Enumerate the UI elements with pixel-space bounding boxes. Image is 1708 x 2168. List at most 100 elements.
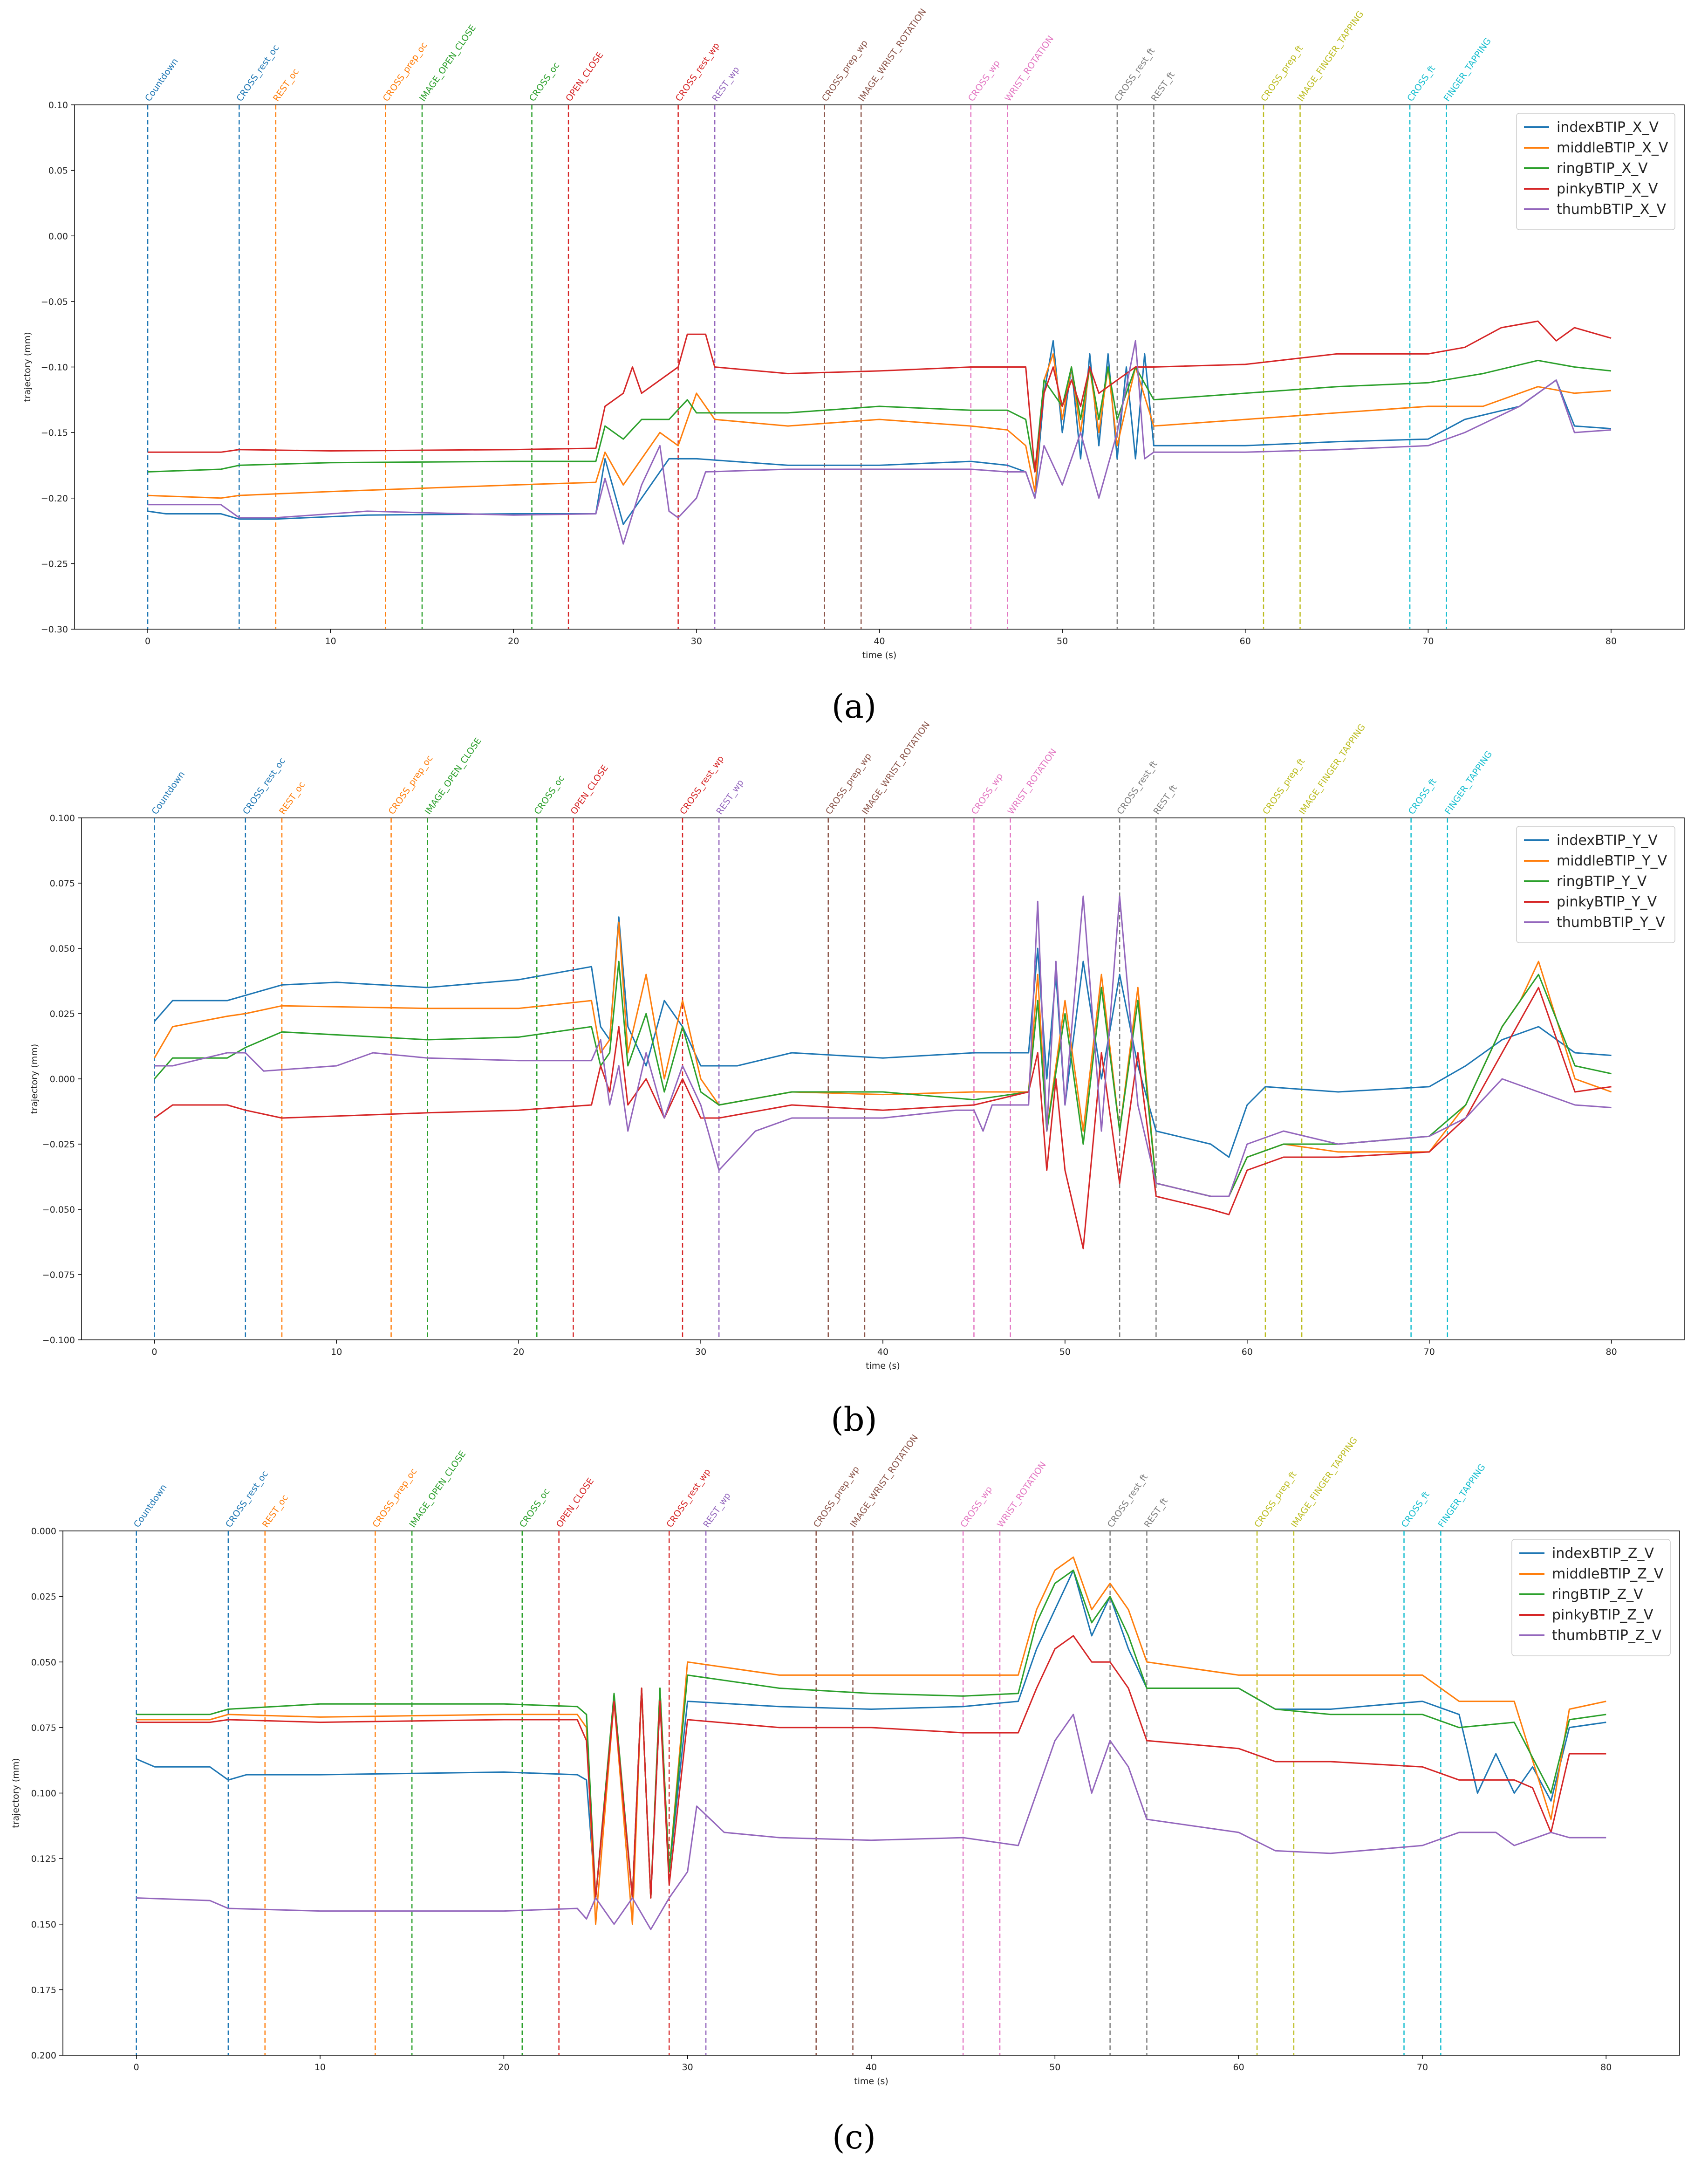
y-tick-label: −0.25 [41,559,68,569]
series-line-ringBTIP_Z_V [136,1569,1606,1899]
y-tick-label: 0.05 [48,166,68,176]
x-tick-label: 50 [1049,2062,1060,2072]
y-tick-label: 0.050 [50,944,75,954]
event-marker-label: REST_oc [260,1493,290,1530]
event-marker-label: REST_wp [710,65,741,103]
event-marker-label: Countdown [132,1482,169,1530]
y-tick-label: 0.075 [31,1723,56,1733]
event-marker-label: IMAGE_OPEN_CLOSE [407,1449,468,1530]
series-line-middleBTIP_X_V [147,353,1612,499]
y-tick-label: 0.175 [31,1985,56,1995]
legend-entry: middleBTIP_Y_V [1557,853,1667,869]
x-tick-label: 10 [314,2062,326,2072]
y-tick-label: 0.050 [31,1657,56,1667]
y-tick-label: −0.30 [41,624,68,635]
y-tick-label: −0.05 [41,297,68,307]
series-line-pinkyBTIP_Z_V [136,1635,1606,1899]
y-axis-label: trajectory (mm) [29,1044,40,1114]
series-line-ringBTIP_Y_V [154,961,1612,1197]
legend-entry: thumbBTIP_Z_V [1552,1627,1661,1644]
legend-entry: ringBTIP_Z_V [1552,1586,1643,1603]
event-marker-label: REST_wp [701,1491,732,1530]
legend-box [1511,1539,1671,1656]
x-axis-label: time (s) [854,2076,888,2086]
y-tick-label: 0.100 [31,1789,56,1799]
series-line-ringBTIP_X_V [147,359,1612,473]
series-line-indexBTIP_Z_V [136,1569,1606,1899]
y-tick-label: 0.125 [31,1854,56,1864]
x-tick-label: 80 [1606,1347,1617,1357]
x-tick-label: 60 [1242,1347,1253,1357]
event-marker-label: IMAGE_FINGER_TAPPING [1289,1435,1360,1529]
event-marker-label: CROSS_wp [966,58,1002,103]
y-tick-label: 0.100 [50,813,75,823]
x-tick-label: 50 [1059,1347,1071,1357]
y-tick-label: 0.000 [50,1074,75,1084]
event-marker-label: CROSS_ft [1405,63,1437,103]
y-axis-label: trajectory (mm) [22,332,33,402]
y-tick-label: 0.025 [50,1009,75,1019]
event-marker-label: IMAGE_FINGER_TAPPING [1297,722,1367,816]
event-marker-label: OPEN_CLOSE [569,763,610,816]
legend-entry: middleBTIP_Z_V [1552,1566,1664,1582]
x-tick-label: 20 [513,1347,524,1357]
x-tick-label: 0 [134,2062,139,2072]
event-marker-label: CROSS_ft [1407,776,1439,816]
x-tick-label: 70 [1424,1347,1435,1357]
x-tick-label: 0 [151,1347,157,1357]
event-marker-label: Countdown [150,769,187,816]
x-tick-label: 30 [682,2062,693,2072]
series-line-middleBTIP_Z_V [136,1556,1606,1925]
x-tick-label: 60 [1240,636,1251,646]
event-marker-label: IMAGE_OPEN_CLOSE [417,23,478,103]
event-marker-label: OPEN_CLOSE [554,1476,596,1529]
x-tick-label: 40 [866,2062,877,2072]
x-tick-label: 30 [691,636,702,646]
event-marker-label: WRIST_ROTATION [1003,34,1056,103]
series-line-pinkyBTIP_X_V [148,320,1612,473]
event-marker-label: CROSS_ft [1400,1489,1432,1529]
series-line-thumbBTIP_Z_V [136,1714,1606,1930]
event-marker-label: IMAGE_WRIST_ROTATION [860,720,932,816]
legend-entry: indexBTIP_Z_V [1552,1545,1654,1562]
series-line-thumbBTIP_Y_V [154,895,1612,1197]
event-marker-label: WRIST_ROTATION [1006,747,1059,816]
chart-panel-c: 0 10 20 30 40 50 60 70 80 0.000 0.025 0.050 0.075 0.1… [11,1433,1680,2086]
x-tick-label: 20 [508,636,519,646]
y-tick-label: −0.10 [41,363,68,373]
event-marker-label: IMAGE_FINGER_TAPPING [1296,9,1366,103]
y-tick-label: −0.050 [42,1205,75,1215]
x-tick-label: 10 [331,1347,342,1357]
series-line-thumbBTIP_X_V [148,340,1612,545]
legend-entry: pinkyBTIP_Y_V [1557,894,1657,910]
event-marker-label: IMAGE_WRIST_ROTATION [856,7,928,103]
y-tick-label: 0.025 [31,1592,56,1602]
x-tick-label: 80 [1600,2062,1612,2072]
event-marker-label: REST_ft [1151,783,1179,816]
legend-box [1516,113,1675,230]
event-marker-label: CROSS_wp [958,1484,994,1530]
series-line-middleBTIP_Y_V [154,921,1612,1197]
x-tick-label: 10 [325,636,336,646]
y-tick-label: 0.000 [31,1526,56,1537]
legend-entry: ringBTIP_Y_V [1557,873,1647,890]
legend-entry: pinkyBTIP_Z_V [1552,1607,1653,1623]
y-tick-label: 0.200 [31,2051,56,2061]
event-marker-label: Countdown [143,56,180,103]
event-marker-label: CROSS_rest_ft [1115,759,1159,816]
y-tick-label: 0.075 [50,878,75,889]
series-line-indexBTIP_X_V [147,340,1612,525]
y-tick-label: 0.10 [48,100,68,110]
event-marker-label: REST_wp [714,778,745,816]
caption-c: (c) [832,2118,876,2156]
legend-entry: thumbBTIP_X_V [1557,201,1666,218]
plot-frame [62,1530,1680,2056]
x-tick-label: 30 [695,1347,706,1357]
y-tick-label: −0.15 [41,428,68,438]
event-marker-label: OPEN_CLOSE [564,50,605,103]
legend-entry: pinkyBTIP_X_V [1557,181,1658,197]
caption-b: (b) [831,1400,877,1439]
chart-panel-a: 0 10 20 30 40 50 60 70 80 −0.30 −0.25 −0.20 −0.15 −0.… [22,7,1685,660]
chart-panel-b: 0 10 20 30 40 50 60 70 80 −0.100 −0.075 −0.050 −0.02… [29,720,1685,1371]
event-marker-label: REST_ft [1142,1496,1170,1530]
